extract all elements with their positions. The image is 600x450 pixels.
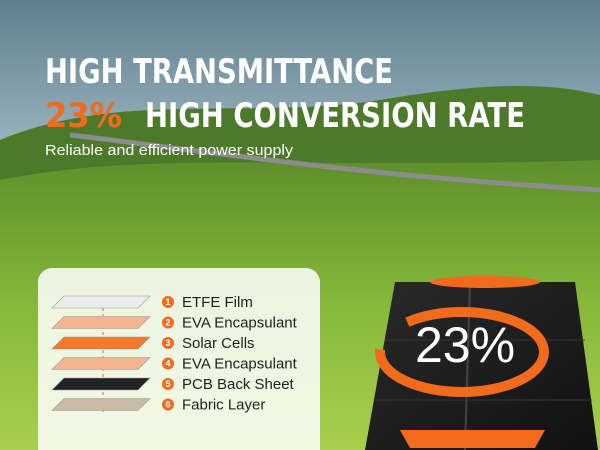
layer-label: PCB Back Sheet [182, 376, 295, 393]
layer-sheet [51, 316, 151, 329]
layer-sheet [51, 295, 151, 309]
layer-number: 2 [165, 317, 170, 327]
headline-rate: 23% [45, 96, 122, 136]
layer-number-badge [162, 296, 174, 308]
layer-sheet [51, 336, 151, 350]
orbit-arrow [375, 307, 549, 397]
layer-sheet [51, 357, 151, 370]
layer-number: 3 [165, 338, 170, 348]
solar-panel: 23% [365, 276, 598, 450]
panel-badge: 23% [415, 317, 515, 373]
layer-number-badge [162, 337, 174, 349]
layer-number: 5 [165, 379, 170, 389]
layer-number: 4 [165, 358, 170, 368]
road [69, 132, 600, 193]
layer-number-badge [162, 378, 174, 390]
panel-body [365, 282, 598, 450]
layer-sheet [51, 398, 151, 411]
layer-number: 6 [165, 399, 170, 409]
headline: HIGH CONVERSION RATE [145, 96, 525, 136]
layer-label: ETFE Film [182, 294, 253, 311]
subtitle: Reliable and efficient power supply [45, 142, 294, 159]
layer-number: 1 [165, 297, 170, 307]
layer-number-badge [162, 316, 174, 329]
layer-sheet [51, 377, 151, 391]
handle [430, 276, 540, 288]
layer-label: Fabric Layer [182, 396, 265, 413]
layer-label: Solar Cells [182, 335, 255, 352]
layer-list: 1 ETFE Film 2 EVA Encapsulant 3 Solar Cells 4 E… [51, 294, 298, 413]
headline: HIGH TRANSMITTANCE [45, 52, 393, 92]
layer-number-badge [162, 357, 174, 370]
layer-label: EVA Encapsulant [182, 314, 298, 331]
kickstand [400, 430, 545, 448]
layer-label: EVA Encapsulant [182, 355, 298, 372]
layer-number-badge [162, 398, 174, 411]
